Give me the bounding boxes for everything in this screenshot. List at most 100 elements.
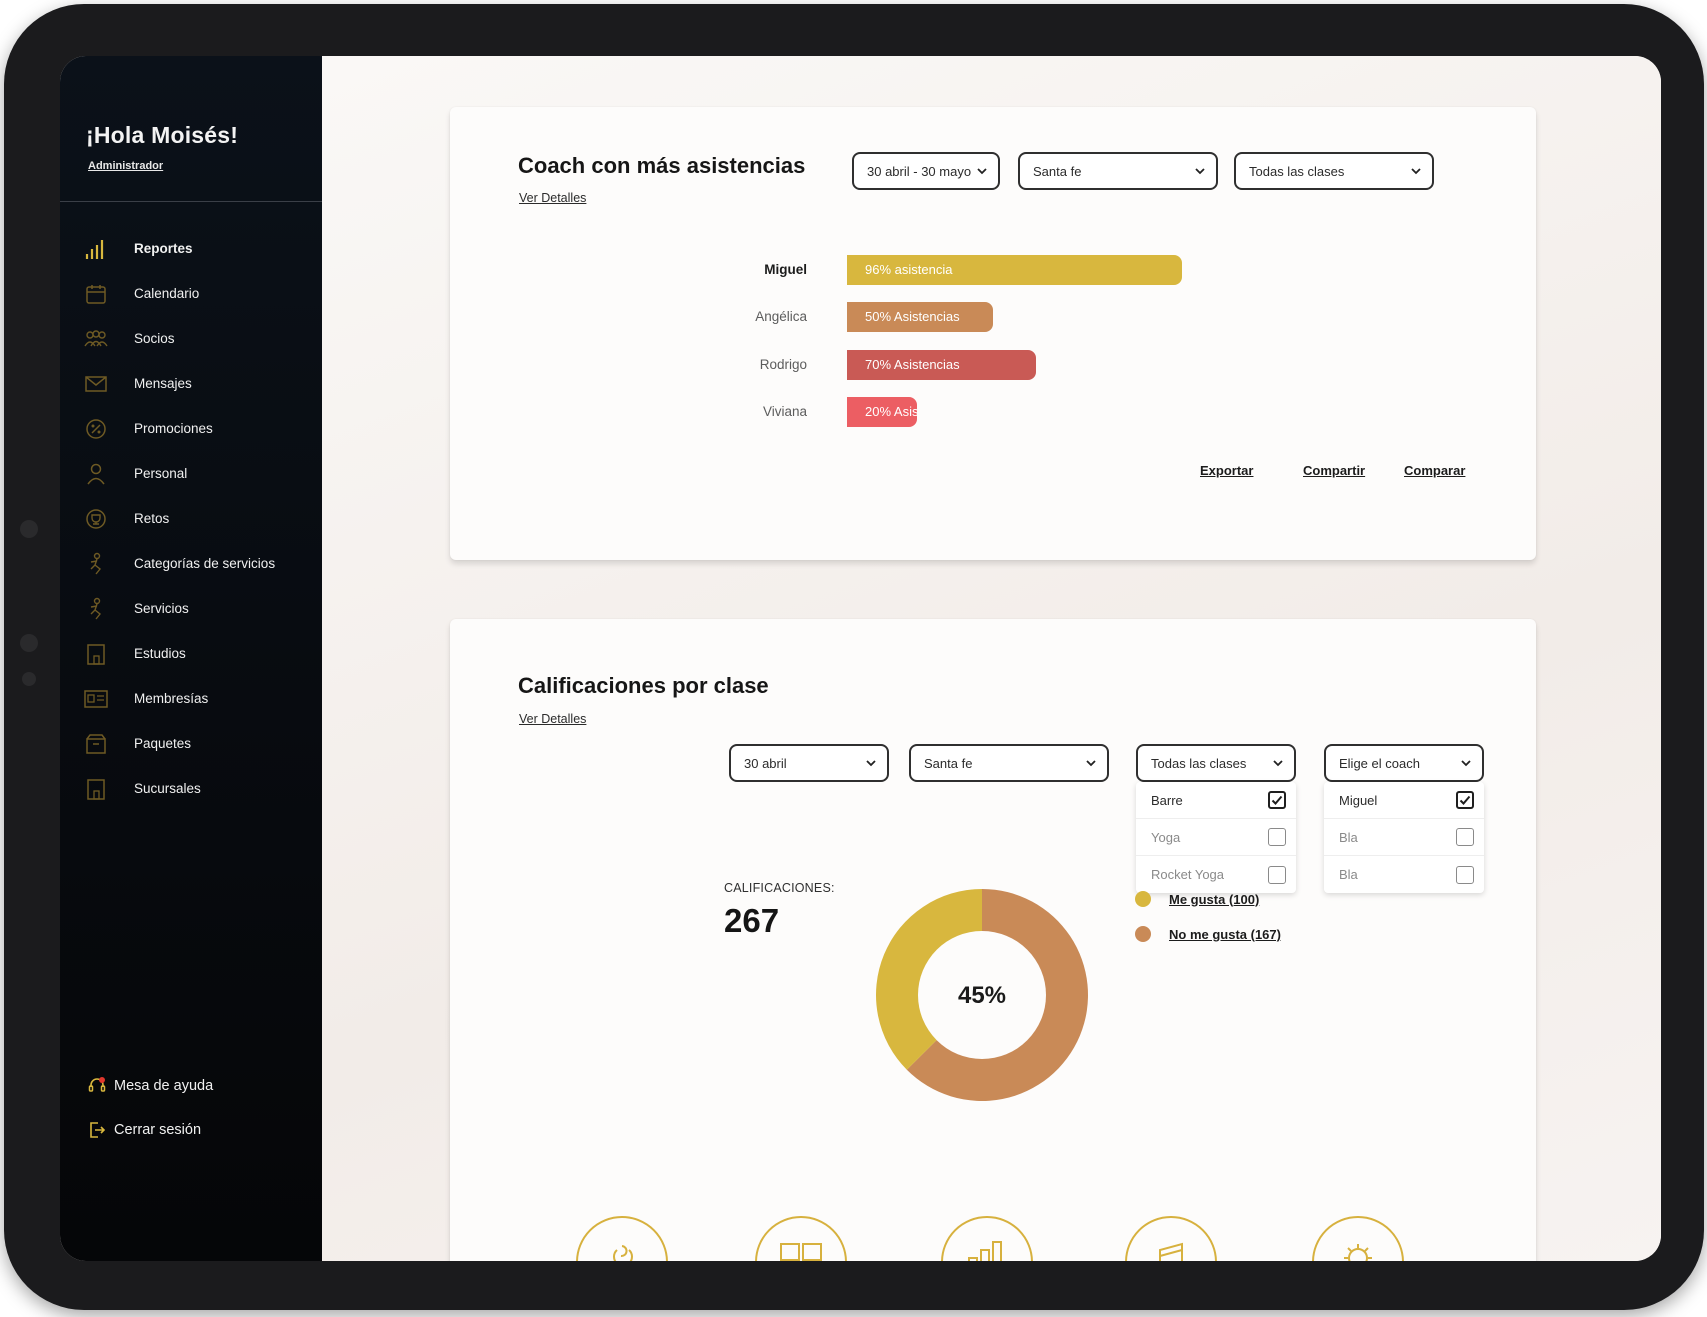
building-icon bbox=[84, 642, 108, 666]
checkbox-icon[interactable] bbox=[1456, 828, 1474, 846]
dropdown-option[interactable]: Miguel bbox=[1324, 782, 1484, 819]
option-label: Miguel bbox=[1339, 792, 1378, 808]
sidebar-item-label: Membresías bbox=[134, 691, 209, 706]
option-label: Bla bbox=[1339, 829, 1358, 845]
sidebar-item-label: Categorías de servicios bbox=[134, 556, 276, 571]
checkbox-icon[interactable] bbox=[1268, 865, 1286, 884]
legend-label: No me gusta (167) bbox=[1169, 926, 1281, 942]
sidebar-item-categorias-de-servicios[interactable]: Categorías de servicios bbox=[60, 541, 322, 586]
person-icon bbox=[84, 462, 108, 486]
chevron-down-icon bbox=[977, 168, 987, 175]
note-icon[interactable] bbox=[1125, 1216, 1217, 1261]
bar-miguel: 96% asistencia bbox=[847, 255, 1182, 285]
classes-select[interactable]: Todas las clases bbox=[1234, 152, 1434, 190]
sidebar-item-label: Retos bbox=[134, 511, 170, 526]
dropdown-option[interactable]: Rocket Yoga bbox=[1136, 856, 1296, 893]
sidebar-item-label: Reportes bbox=[134, 241, 193, 256]
tablet-frame: ¡Hola Moisés! Administrador Reportes Cale… bbox=[4, 4, 1704, 1310]
legend-item[interactable]: Me gusta (100) bbox=[1135, 891, 1259, 907]
sidebar-item-calendario[interactable]: Calendario bbox=[60, 271, 322, 316]
sidebar-item-membresias[interactable]: Membresías bbox=[60, 676, 322, 721]
checkbox-icon[interactable] bbox=[1456, 865, 1474, 884]
coach-attendance-card: Coach con más asistencias Ver Detalles 3… bbox=[450, 107, 1536, 560]
sidebar-item-retos[interactable]: Retos bbox=[60, 496, 322, 541]
sidebar-item-label: Calendario bbox=[134, 286, 200, 301]
branch-select[interactable]: Santa fe bbox=[909, 744, 1109, 782]
people-icon bbox=[84, 327, 108, 351]
cards-icon[interactable] bbox=[755, 1216, 847, 1261]
option-label: Yoga bbox=[1151, 829, 1181, 845]
dropdown-option[interactable]: Bla bbox=[1324, 819, 1484, 856]
donut-hole bbox=[918, 931, 1046, 1059]
option-label: Bla bbox=[1339, 867, 1358, 882]
select-value: Elige el coach bbox=[1339, 755, 1420, 771]
option-label: Barre bbox=[1151, 792, 1183, 808]
sidebar-item-reportes[interactable]: Reportes bbox=[60, 226, 322, 271]
details-link[interactable]: Ver Detalles bbox=[519, 191, 587, 205]
dropdown-option[interactable]: Barre bbox=[1136, 782, 1296, 819]
coach-select[interactable]: Elige el coach bbox=[1324, 744, 1484, 782]
chevron-down-icon bbox=[866, 760, 876, 767]
sidebar-item-mensajes[interactable]: Mensajes bbox=[60, 361, 322, 406]
sidebar: ¡Hola Moisés! Administrador Reportes Cale… bbox=[60, 56, 322, 1261]
yoga-pose-icon bbox=[84, 597, 108, 621]
trophy-icon bbox=[84, 507, 108, 531]
export-link[interactable]: Exportar bbox=[1200, 463, 1254, 478]
select-value: Todas las clases bbox=[1249, 163, 1345, 179]
checkbox-icon[interactable] bbox=[1268, 828, 1286, 846]
share-link[interactable]: Compartir bbox=[1303, 463, 1366, 478]
sidebar-item-sucursales[interactable]: Sucursales bbox=[60, 766, 322, 811]
coach-dropdown-list: Miguel Bla Bla bbox=[1324, 782, 1484, 893]
details-link[interactable]: Ver Detalles bbox=[519, 712, 587, 726]
date-range-select[interactable]: 30 abril - 30 mayo bbox=[852, 152, 1000, 190]
help-desk-link[interactable]: Mesa de ayuda bbox=[86, 1064, 213, 1108]
sidebar-nav: Reportes Calendario Socios Mensajes Promocio… bbox=[60, 226, 322, 811]
bar-category-label: Miguel bbox=[764, 262, 807, 277]
gear-icon[interactable] bbox=[1312, 1216, 1404, 1261]
classes-select[interactable]: Todas las clases bbox=[1136, 744, 1296, 782]
compare-link[interactable]: Comparar bbox=[1404, 463, 1466, 478]
ratings-card: Calificaciones por clase Ver Detalles 30… bbox=[450, 619, 1536, 1261]
card-title: Calificaciones por clase bbox=[518, 673, 769, 698]
side-button bbox=[20, 634, 38, 652]
help-desk-label: Mesa de ayuda bbox=[114, 1078, 214, 1094]
bar-category-label: Angélica bbox=[755, 309, 807, 324]
screen: ¡Hola Moisés! Administrador Reportes Cale… bbox=[60, 56, 1661, 1261]
sidebar-item-estudios[interactable]: Estudios bbox=[60, 631, 322, 676]
sidebar-item-promociones[interactable]: Promociones bbox=[60, 406, 322, 451]
select-value: 30 abril bbox=[744, 755, 787, 771]
sidebar-item-label: Estudios bbox=[134, 646, 186, 661]
select-value: Todas las clases bbox=[1151, 755, 1247, 771]
classes-dropdown-list: Barre Yoga Rocket Yoga bbox=[1136, 782, 1296, 893]
sidebar-item-paquetes[interactable]: Paquetes bbox=[60, 721, 322, 766]
bar-value-label: 20% Asistencias bbox=[865, 404, 917, 419]
ratings-donut-chart: 45% bbox=[876, 889, 1088, 1101]
sidebar-item-servicios[interactable]: Servicios bbox=[60, 586, 322, 631]
yoga-icon[interactable] bbox=[576, 1216, 668, 1261]
donut-center-label: 45% bbox=[958, 982, 1006, 1009]
bar-angelica: 50% Asistencias bbox=[847, 302, 993, 332]
chevron-down-icon bbox=[1086, 760, 1096, 767]
dropdown-option[interactable]: Yoga bbox=[1136, 819, 1296, 856]
sidebar-item-socios[interactable]: Socios bbox=[60, 316, 322, 361]
ratings-total: 267 bbox=[724, 902, 780, 939]
logout-link[interactable]: Cerrar sesión bbox=[86, 1108, 213, 1152]
dropdown-option[interactable]: Bla bbox=[1324, 856, 1484, 893]
legend-item[interactable]: No me gusta (167) bbox=[1135, 926, 1281, 942]
calendar-icon bbox=[84, 282, 108, 306]
sidebar-item-label: Servicios bbox=[134, 601, 189, 616]
membership-card-icon bbox=[84, 687, 108, 711]
checkbox-checked-icon[interactable] bbox=[1268, 791, 1286, 809]
bar-category-label: Viviana bbox=[762, 404, 807, 419]
bar-chart-icon[interactable] bbox=[941, 1216, 1033, 1261]
ratings-label: CALIFICACIONES: bbox=[724, 881, 835, 895]
select-value: 30 abril - 30 mayo bbox=[867, 163, 972, 179]
sidebar-item-label: Promociones bbox=[134, 421, 213, 436]
branch-select[interactable]: Santa fe bbox=[1018, 152, 1218, 190]
sidebar-item-personal[interactable]: Personal bbox=[60, 451, 322, 496]
date-select[interactable]: 30 abril bbox=[729, 744, 889, 782]
checkbox-checked-icon[interactable] bbox=[1456, 791, 1474, 809]
bar-chart-icon bbox=[84, 237, 108, 261]
headset-icon bbox=[86, 1075, 108, 1097]
chevron-down-icon bbox=[1273, 760, 1283, 767]
